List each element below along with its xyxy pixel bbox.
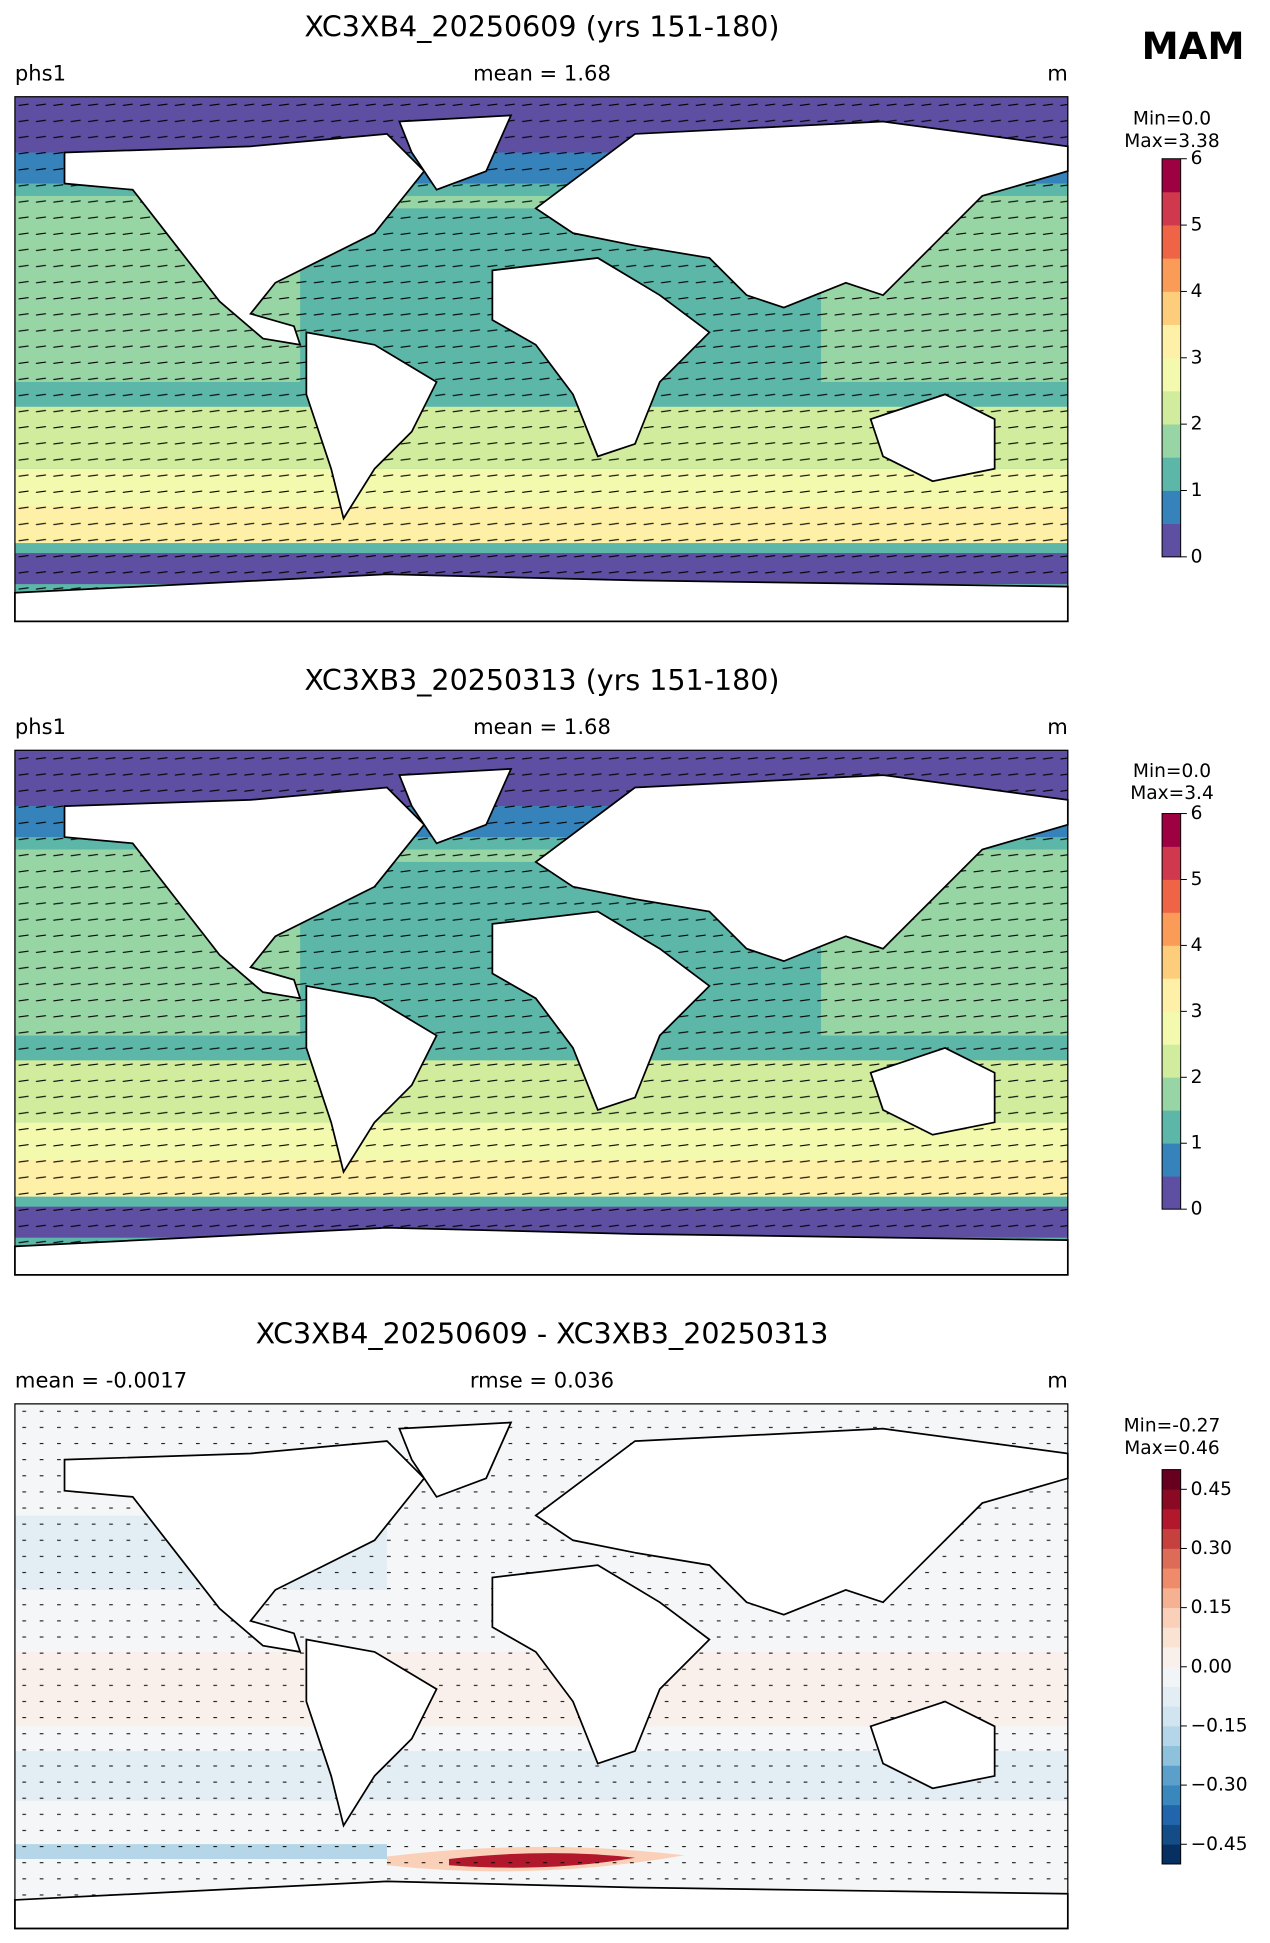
colorbar-band: [1162, 1725, 1181, 1747]
colorbar-band: [1162, 424, 1181, 458]
colorbar-band: [1162, 357, 1181, 392]
colorbar-max: Max=0.46: [1124, 1438, 1219, 1459]
colorbar-tick-label: 5: [1191, 215, 1203, 236]
colorbar-max: Max=3.38: [1124, 131, 1219, 152]
colorbar-tick-label: −0.30: [1191, 1775, 1248, 1796]
colorbar-tick-label: 3: [1191, 1001, 1203, 1022]
colorbar-band: [1162, 1143, 1181, 1177]
colorbar-max: Max=3.4: [1130, 783, 1214, 804]
left-label: phs1: [15, 60, 66, 85]
colorbar-band: [1162, 1745, 1181, 1766]
colorbar-tick-label: 0: [1191, 546, 1203, 567]
colorbar-band: [1162, 1587, 1181, 1608]
colorbar-tick-label: 5: [1191, 869, 1203, 890]
colorbar-band: [1162, 978, 1181, 1012]
panel-title: XC3XB4_20250609 - XC3XB3_20250313: [256, 1318, 829, 1351]
colorbar-tick-label: 0.00: [1191, 1656, 1232, 1677]
colorbar-band: [1162, 1844, 1181, 1865]
colorbar-band: [1162, 1706, 1181, 1727]
colorbar-band: [1162, 457, 1181, 491]
map: [14, 1403, 1069, 1930]
colorbar-tick-label: 2: [1191, 414, 1203, 435]
colorbar-tick-label: −0.45: [1191, 1834, 1248, 1855]
colorbar-tick-label: 6: [1191, 803, 1203, 824]
colorbar-band: [1162, 945, 1181, 979]
colorbar-tick-label: 1: [1191, 480, 1203, 501]
map: [14, 96, 1069, 622]
colorbar-tick-label: 4: [1191, 281, 1203, 302]
left-label: mean = -0.0017: [15, 1368, 187, 1393]
colorbar-band: [1162, 324, 1181, 359]
colorbar-band: [1162, 813, 1181, 847]
colorbar-band: [1162, 1077, 1181, 1111]
panel-title: XC3XB3_20250313 (yrs 151-180): [304, 664, 779, 697]
units-label: m: [1047, 714, 1068, 739]
colorbar-band: [1162, 191, 1181, 226]
colorbar-band: [1162, 390, 1181, 425]
center-label: mean = 1.68: [473, 714, 611, 739]
colorbar-tick-label: 1: [1191, 1133, 1203, 1154]
colorbar-band: [1162, 1489, 1181, 1510]
colorbar-tick-label: 0.45: [1191, 1479, 1232, 1500]
colorbar-band: [1162, 1568, 1181, 1589]
colorbar-band: [1162, 846, 1181, 880]
colorbar-band: [1162, 1528, 1181, 1549]
colorbar-band: [1162, 912, 1181, 946]
colorbar-tick-label: 3: [1191, 347, 1203, 368]
colorbar-band: [1162, 1548, 1181, 1569]
colorbar-band: [1162, 1176, 1181, 1210]
colorbar-band: [1162, 1824, 1181, 1845]
colorbar-band: [1162, 490, 1181, 525]
colorbar-band: [1162, 291, 1181, 325]
colorbar-tick-label: 2: [1191, 1067, 1203, 1088]
left-label: phs1: [15, 714, 66, 739]
colorbar-band: [1162, 523, 1181, 558]
center-label: mean = 1.68: [473, 60, 611, 85]
panel-title: XC3XB4_20250609 (yrs 151-180): [304, 11, 779, 44]
colorbar-band: [1162, 1110, 1181, 1144]
colorbar-band: [1162, 1804, 1181, 1825]
colorbar-band: [1162, 1607, 1181, 1628]
season-label: MAM: [1142, 24, 1245, 68]
colorbar-min: Min=-0.27: [1124, 1416, 1221, 1437]
colorbar-band: [1162, 1666, 1181, 1687]
colorbar-tick-label: 6: [1191, 148, 1203, 169]
colorbar-band: [1162, 1627, 1181, 1648]
colorbar-tick-label: −0.15: [1191, 1715, 1248, 1736]
colorbar-band: [1162, 1469, 1181, 1490]
colorbar-band: [1162, 258, 1181, 292]
colorbar-band: [1162, 879, 1181, 913]
colorbar-band: [1162, 1785, 1181, 1806]
colorbar-band: [1162, 1011, 1181, 1045]
colorbar-band: [1162, 158, 1181, 193]
colorbar-min: Min=0.0: [1133, 109, 1211, 130]
colorbar-tick-label: 0.15: [1191, 1597, 1232, 1618]
colorbar-band: [1162, 1509, 1181, 1530]
colorbar-tick-label: 0.30: [1191, 1538, 1232, 1559]
colorbar-band: [1162, 1044, 1181, 1078]
center-label: rmse = 0.036: [470, 1368, 614, 1393]
colorbar-min: Min=0.0: [1133, 761, 1211, 782]
colorbar-band: [1162, 1686, 1181, 1707]
colorbar-band: [1162, 1647, 1181, 1668]
colorbar-band: [1162, 225, 1181, 259]
colorbar-band: [1162, 1765, 1181, 1786]
units-label: m: [1047, 60, 1068, 85]
colorbar-tick-label: 4: [1191, 935, 1203, 956]
map: [14, 749, 1069, 1276]
units-label: m: [1047, 1368, 1068, 1393]
colorbar-tick-label: 0: [1191, 1199, 1203, 1220]
